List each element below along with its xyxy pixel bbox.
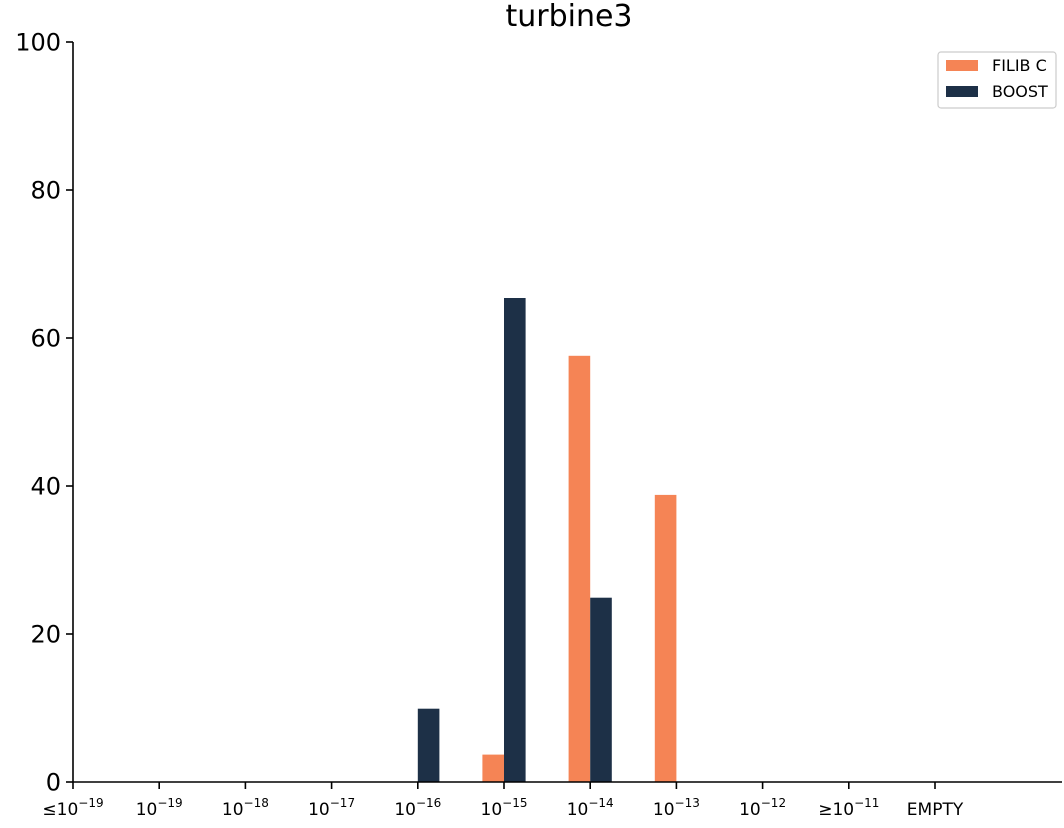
- x-tick-label: 10−19: [136, 796, 183, 820]
- bar-boost-4: [417, 708, 440, 782]
- x-tick-label: 10−17: [308, 796, 355, 820]
- x-tick-label: 10−15: [481, 796, 528, 820]
- bars-layer: [417, 298, 677, 782]
- x-tick-label: 10−14: [567, 796, 614, 820]
- legend-swatch: [946, 86, 978, 97]
- y-tick-label: 80: [30, 177, 61, 205]
- axes-layer: 0 20 40 60 80 100 ≤10−19 10−19 10−18 10−17 10−16 10…: [15, 29, 1062, 820]
- bar-filib-c-5: [482, 754, 504, 782]
- bar-boost-5: [504, 298, 526, 782]
- bar-filib-c-6: [568, 355, 591, 782]
- y-tick-label: 100: [15, 29, 61, 57]
- x-tick-label: ≥10−11: [818, 796, 879, 820]
- bar-filib-c-7: [654, 494, 677, 782]
- y-tick-label: 40: [30, 473, 61, 501]
- legend-swatch: [946, 60, 978, 71]
- x-tick-label: EMPTY: [907, 800, 964, 820]
- y-tick-label: 0: [46, 769, 61, 797]
- x-tick-label: 10−13: [653, 796, 700, 820]
- chart-title: turbine3: [505, 0, 632, 34]
- legend-label: BOOST: [992, 82, 1048, 101]
- y-tick-label: 20: [30, 621, 61, 649]
- x-tick-label: 10−18: [222, 796, 269, 820]
- y-tick-label: 60: [30, 325, 61, 353]
- x-tick-label: 10−16: [394, 796, 441, 820]
- legend-label: FILIB C: [992, 56, 1047, 75]
- x-tick-label: ≤10−19: [42, 796, 103, 820]
- x-tick-label: 10−12: [739, 796, 786, 820]
- bar-boost-6: [590, 597, 612, 782]
- legend: FILIB C BOOST: [937, 51, 1057, 109]
